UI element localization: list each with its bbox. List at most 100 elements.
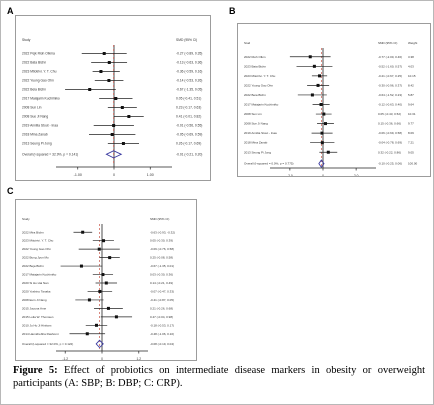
ci-text: 0.05 (-0.41, 0.51)	[176, 97, 201, 101]
x-tick-label: 0	[322, 174, 324, 176]
effect-point	[326, 150, 330, 154]
ci-text: -0.67 (-1.35, 0.01)	[150, 264, 174, 268]
forest-plot-dbp-svg: Stud SMD (95% CI) Weight 2022 Rioh Olkm -0.7…	[244, 41, 418, 176]
figure-caption: Figure 5: Effect of probiotics on interm…	[13, 364, 425, 390]
effect-point	[110, 133, 114, 136]
panel-b-label: B	[229, 6, 236, 16]
study-label: 2022 Mira Bichn	[22, 230, 44, 234]
ci-text: 0.05 (-0.43, 0.52)	[378, 112, 401, 116]
study-label: 2014 Hamidrebha Rashomi	[22, 332, 59, 336]
overall-ci-text: -0.10 (-0.25, 0.06)	[378, 162, 402, 166]
header-effect: SMD (95% CI)	[150, 217, 169, 221]
x-tick-label: 0	[101, 357, 103, 360]
ci-text: -0.18 (-0.53, 0.17)	[150, 323, 174, 327]
ci-text: 0.14 (-0.21, 0.49)	[150, 281, 173, 285]
x-tick-label: 0	[113, 173, 115, 177]
overall-ci-text: -0.08 (-0.19, 0.04)	[150, 342, 174, 346]
weight-text: 9.77	[408, 122, 414, 126]
ci-text: -0.14 (-0.53, 0.26)	[176, 79, 202, 83]
effect-point	[94, 323, 98, 327]
overall-ci-text: -0.01 (-0.21, 0.20)	[176, 152, 202, 156]
effect-point	[114, 315, 118, 319]
study-label: 2020 Yoshino Tanaka	[22, 290, 51, 294]
study-label: 2017 Maiajarin Kuchimiko	[22, 273, 57, 277]
x-tick-label: -1.00	[74, 173, 82, 177]
ci-text: -0.09 (-0.76, 0.58)	[150, 247, 174, 251]
effect-point	[316, 83, 320, 87]
ci-text: -0.30 (-0.96, 0.37)	[378, 83, 402, 87]
ci-text: -0.67 (-1.35, 0.05)	[176, 88, 202, 92]
effect-point	[85, 332, 89, 336]
effect-point	[79, 264, 83, 268]
header-study: Stud	[244, 41, 251, 45]
ci-text: -0.52 (-1.60, 0.57)	[378, 64, 402, 68]
study-label: 2022 Yuung Gao Ohn	[22, 247, 51, 251]
study-label: 2013 Seung Pi Jong	[244, 150, 271, 154]
effect-point	[127, 115, 131, 118]
weight-text: 4.03	[408, 64, 414, 68]
study-label: 2022 Bung Jyun Mo	[22, 256, 49, 260]
ci-text: 0.26 (-0.17, 0.69)	[176, 142, 201, 146]
ci-text: -0.12 (-0.63, 0.40)	[378, 103, 402, 107]
study-label: 2023 Mtiotrivi. Y. T. Chu	[244, 74, 276, 78]
header-effect: SMD (95% CI)	[176, 38, 197, 42]
effect-point	[120, 106, 124, 109]
ci-text: -0.36 (-0.59, 0.16)	[176, 70, 202, 74]
effect-point	[319, 103, 323, 106]
effect-point	[107, 61, 111, 64]
study-label: 2010 Ju Ho Ji Hinitam	[22, 323, 52, 327]
forest-plot-sbp-svg: Study SMD (95% CI) 2022 Pejk Rioh Olkma -0.…	[22, 38, 202, 177]
weight-text: 5.87	[408, 93, 414, 97]
ci-text: 0.05 (-0.30, 0.39)	[150, 239, 173, 243]
header-study: Study	[22, 217, 30, 221]
x-tick-label: -1.2	[62, 357, 68, 360]
ci-text: 0.23 (-0.17, 0.63)	[176, 106, 201, 110]
study-label: 2015 Juuuna Ame	[22, 306, 47, 310]
study-label: 2022 Beia Bichn	[244, 93, 266, 97]
effect-point	[106, 306, 110, 310]
study-label: 2019 Annilia Stout - Inaa	[244, 131, 277, 135]
ci-text: 0.32 (-0.22, 0.86)	[378, 150, 401, 154]
overall-label: Overall (I-squared = 0.0%, p = 0.775)	[244, 162, 294, 166]
forest-plot-crp: Study SMD (95% CI) 2022 Mira Bichn -0.63 (-…	[15, 199, 197, 361]
x-tick-label: 1.2	[137, 357, 142, 360]
ci-text: 0.47 (-0.04, 0.98)	[150, 315, 173, 319]
study-label: 2022 Bata Bichn	[22, 61, 46, 65]
ci-text: -0.64 (-1.52, 0.23)	[378, 93, 402, 97]
effect-point	[322, 112, 326, 116]
effect-point	[318, 74, 322, 78]
panel-a-label: A	[7, 6, 14, 16]
effect-point	[87, 298, 91, 302]
study-label: 2008 Sue Ji Nang	[244, 122, 268, 126]
study-label: 2022 Yuung Gao Ohn	[22, 79, 54, 83]
weight-text: 7.21	[408, 141, 414, 145]
effect-point	[104, 281, 108, 285]
ci-text: -0.01 (-0.56, 0.55)	[176, 124, 202, 128]
overall-label: Overall (I-squared = 32.0%, p = 0.122)	[22, 342, 73, 346]
study-label: 2023 Bata Bichn	[244, 64, 266, 68]
study-label: 2015 Loila W. Thomsen	[22, 315, 54, 319]
forest-plot-dbp: Stud SMD (95% CI) Weight 2022 Rioh Olkm -0.7…	[237, 23, 431, 177]
panel-c-label: C	[7, 186, 14, 196]
effect-point	[312, 64, 316, 68]
ci-text: -0.27 (-0.89, 0.35)	[176, 52, 202, 56]
study-label: 2008 Sue Ji Nang	[22, 115, 48, 119]
effect-point	[121, 142, 125, 145]
ci-text: 0.21 (-0.26, 0.68)	[150, 306, 173, 310]
overall-label: Overall (I-squared = 32.9%, p = 0.141)	[22, 152, 78, 156]
study-label: 2008 Euin Ji Nang	[22, 298, 47, 302]
header-weight: Weight	[408, 41, 417, 45]
effect-point	[114, 97, 118, 100]
study-label: 2017 Maiajarin Kuchimiko	[244, 103, 279, 107]
ci-text: 0.03 (-0.30, 0.36)	[150, 273, 173, 277]
study-label: 2022 Rioh Olkm	[244, 55, 266, 59]
study-label: 2008 Sun Lin	[244, 112, 262, 116]
effect-point	[88, 88, 92, 91]
study-label: 2023 Mtiotrivi. Y. T. Chu	[22, 239, 54, 243]
caption-label: Figure 5:	[13, 365, 58, 376]
study-label: 2018 Mina Zanab	[244, 141, 268, 145]
overall-diamond	[105, 150, 123, 159]
x-tick-label: -2.0	[287, 174, 293, 176]
effect-point	[308, 55, 312, 59]
x-tick-label: 2.0	[354, 174, 359, 176]
